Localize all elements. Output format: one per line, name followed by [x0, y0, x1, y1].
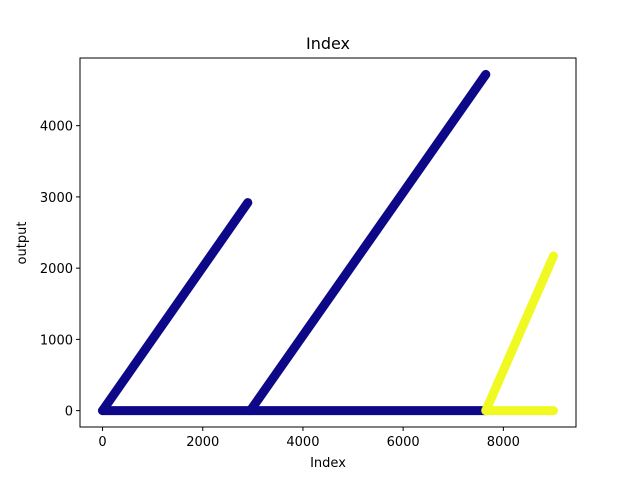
series-1 — [481, 251, 558, 416]
x-tick-label-4: 8000 — [487, 435, 520, 450]
x-tick-label-2: 4000 — [286, 435, 319, 450]
y-tick-label-0: 0 — [65, 405, 73, 420]
x-tick-label-0: 0 — [98, 435, 106, 450]
axes-frame — [79, 57, 577, 428]
plot-area — [98, 69, 558, 416]
x-tick-label-3: 6000 — [387, 435, 420, 450]
chart-title: Index — [306, 34, 350, 53]
y-tick-label-2: 2000 — [40, 262, 73, 277]
y-axis: 0 1000 2000 3000 4000 — [40, 120, 80, 420]
series-0-points-0 — [98, 198, 253, 416]
y-tick-label-1: 1000 — [40, 333, 73, 348]
series-0-points-2 — [245, 69, 491, 416]
x-axis: 0 2000 4000 6000 8000 — [98, 427, 520, 450]
y-tick-label-4: 4000 — [40, 120, 73, 135]
series-0 — [98, 69, 491, 416]
series-1-points-0 — [481, 251, 558, 416]
x-axis-label: Index — [310, 456, 346, 471]
x-tick-label-1: 2000 — [186, 435, 219, 450]
y-axis-label: output — [15, 222, 30, 265]
y-tick-label-3: 3000 — [40, 191, 73, 206]
